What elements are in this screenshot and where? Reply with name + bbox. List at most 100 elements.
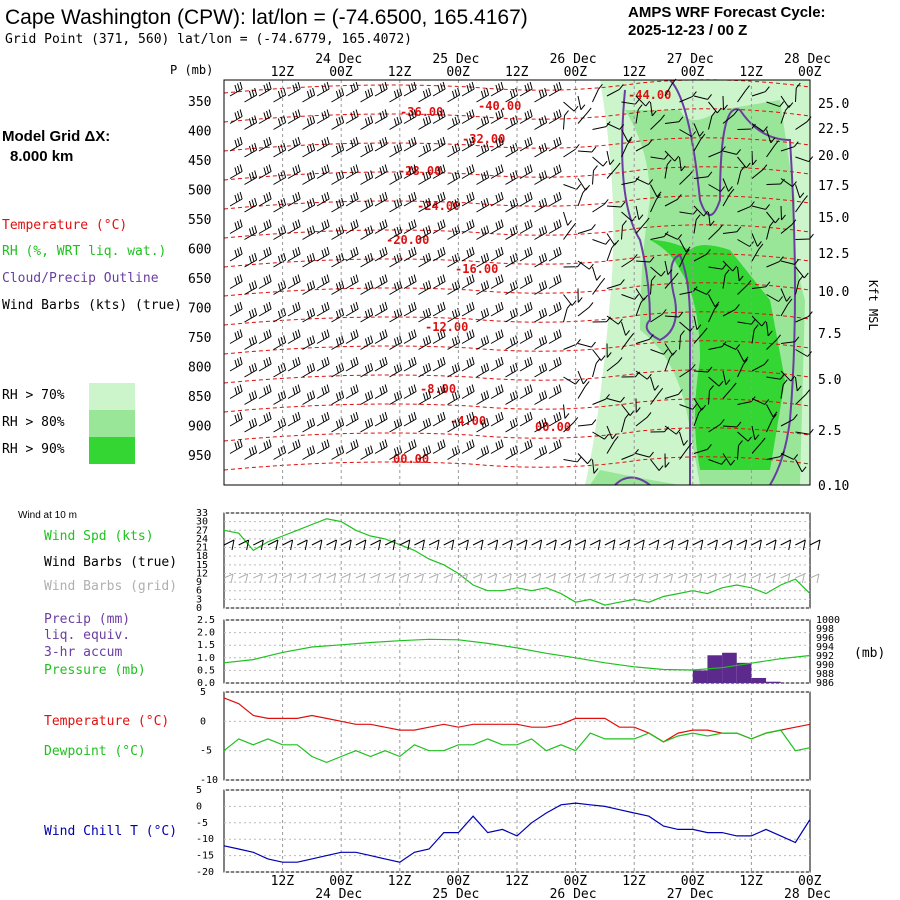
legend-rh70-swatch — [89, 383, 135, 410]
wind-ytick: 30 — [196, 517, 208, 528]
wind-barb — [403, 191, 417, 207]
grid-wind-barb — [340, 573, 351, 584]
wind-barb — [563, 456, 582, 463]
wind-barb — [693, 205, 709, 217]
wind-barb — [577, 224, 596, 234]
true-wind-barb — [780, 539, 792, 551]
wind-barb — [360, 280, 374, 295]
true-wind-barb — [590, 539, 601, 551]
wind-barb — [780, 219, 797, 234]
temperature-contour — [223, 195, 811, 210]
wind-barb — [519, 301, 533, 317]
wind-barb — [229, 136, 243, 152]
wind-barb — [780, 178, 797, 187]
true-wind-barb — [267, 539, 279, 551]
top-hour-tick: 12Z — [271, 65, 295, 80]
wind-barb — [432, 411, 446, 427]
wind-barb — [258, 81, 272, 97]
wind-barb — [316, 384, 330, 399]
wind-barb — [229, 411, 243, 427]
station-title: Cape Washington (CPW): lat/lon = (-74.65… — [5, 6, 528, 29]
temperature-contour-label: -36.00 — [400, 105, 443, 119]
wind-barb — [621, 254, 638, 268]
wind-barb — [316, 329, 330, 344]
bottom-hour-tick: 00Z — [446, 874, 470, 889]
wind-barb — [693, 171, 713, 179]
wind-barb — [650, 387, 664, 405]
wind-barb — [621, 321, 630, 336]
wind-barb — [244, 417, 258, 433]
wind-barb — [461, 191, 475, 207]
top-date-tick: 26 Dec — [550, 52, 597, 67]
wind-barb — [331, 115, 345, 130]
pressure-tick: 800 — [188, 361, 211, 376]
wind-barb — [606, 150, 615, 166]
wind-barb — [592, 431, 609, 440]
temperature-contour-label: 00.00 — [535, 420, 571, 434]
wind-barb — [563, 144, 580, 158]
temperature-contour — [223, 79, 811, 94]
grid-wind-barb — [677, 573, 688, 584]
wind-barb — [229, 301, 243, 317]
wind-barb — [534, 142, 548, 158]
grid-wind-barb — [736, 573, 747, 584]
wind-barb — [345, 109, 359, 124]
wind-barb — [519, 164, 533, 179]
wind-barb — [534, 87, 548, 103]
grid-wind-barb — [458, 573, 468, 584]
wind-barb — [780, 259, 799, 265]
temperature-contour — [223, 398, 811, 413]
wind-barbs-grid-label: Wind Barbs (grid) — [44, 579, 178, 594]
wind-barb — [606, 315, 623, 325]
wind-barb — [708, 146, 726, 158]
true-wind-barb — [677, 539, 689, 551]
wind-barb — [287, 301, 301, 317]
wind-barb — [592, 165, 598, 185]
wind-barb — [737, 318, 756, 325]
wind-barb — [418, 87, 432, 103]
wind-barb — [693, 123, 704, 137]
true-wind-barb — [487, 539, 499, 551]
bottom-date-tick: 25 Dec — [432, 887, 479, 900]
precip-ytick: 2.5 — [197, 615, 215, 626]
wind-barb — [780, 288, 791, 302]
wind-barb — [722, 95, 728, 111]
grid-wind-barb — [692, 573, 703, 584]
true-wind-barb — [619, 539, 631, 551]
wind-barb — [287, 246, 301, 262]
wind-barb — [461, 356, 475, 372]
wind-barb — [693, 214, 701, 234]
grid-wind-barb — [619, 573, 630, 584]
wind-barb — [447, 335, 461, 350]
wind-barb — [795, 156, 814, 163]
pressure-tick: 700 — [188, 302, 211, 317]
wind-barb — [258, 246, 272, 262]
wind-barb — [461, 219, 475, 234]
wind-barb — [635, 205, 644, 221]
wind-barb — [505, 115, 519, 130]
bottom-date-tick: 27 Dec — [667, 887, 714, 900]
wind-barb — [534, 390, 548, 405]
wind-barb — [534, 307, 548, 323]
wind-barb — [432, 384, 446, 399]
wind-barb — [229, 191, 243, 207]
wind-barb — [287, 164, 301, 179]
legend-rh80-label: RH > 80% — [2, 415, 65, 430]
forecast-cycle-line1: AMPS WRF Forecast Cycle: — [628, 4, 826, 21]
wind-barb — [751, 425, 760, 441]
wind-barb — [229, 219, 243, 234]
wind-barb — [345, 191, 359, 207]
wind-barb — [244, 445, 258, 460]
pressure-ytick: 1000 — [816, 615, 840, 626]
wind-barb — [302, 142, 316, 158]
pressure-tick: 500 — [188, 184, 211, 199]
wind-barb — [650, 193, 661, 213]
wind-barb — [447, 225, 461, 240]
wind-barb — [795, 195, 808, 213]
wind-barb — [548, 329, 562, 344]
wind-barb — [766, 220, 775, 240]
top-date-tick: 24 Dec — [315, 52, 362, 67]
true-wind-barb — [355, 539, 367, 551]
wind-barb — [273, 445, 287, 460]
wind-barb — [679, 364, 696, 378]
